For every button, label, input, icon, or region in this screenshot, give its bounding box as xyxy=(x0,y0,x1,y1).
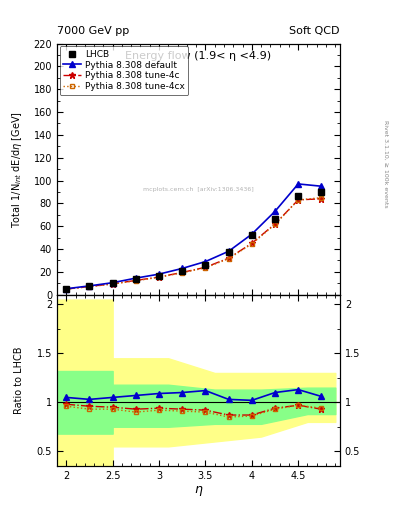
LHCB xyxy=(273,216,277,222)
Pythia 8.308 tune-4cx xyxy=(110,281,115,287)
Pythia 8.308 tune-4cx xyxy=(203,265,208,271)
Y-axis label: Ratio to LHCB: Ratio to LHCB xyxy=(15,347,24,414)
LHCB xyxy=(64,286,69,292)
Pythia 8.308 default xyxy=(296,181,301,187)
Pythia 8.308 tune-4cx xyxy=(319,195,324,201)
Y-axis label: Total 1/N$_{int}$ dE/d$\eta$ [GeV]: Total 1/N$_{int}$ dE/d$\eta$ [GeV] xyxy=(11,111,24,227)
LHCB xyxy=(134,276,138,282)
Pythia 8.308 default xyxy=(180,265,185,271)
Pythia 8.308 tune-4c xyxy=(87,283,92,289)
LHCB xyxy=(319,189,324,195)
Text: Soft QCD: Soft QCD xyxy=(290,26,340,36)
LHCB xyxy=(180,268,185,274)
Pythia 8.308 default xyxy=(226,248,231,254)
Pythia 8.308 default xyxy=(64,286,69,292)
Pythia 8.308 default xyxy=(87,283,92,289)
LHCB xyxy=(87,283,92,289)
Pythia 8.308 tune-4cx xyxy=(226,255,231,262)
Pythia 8.308 tune-4cx xyxy=(64,286,69,292)
Pythia 8.308 default xyxy=(157,271,162,277)
Pythia 8.308 tune-4c xyxy=(203,264,208,270)
LHCB xyxy=(250,232,254,239)
Pythia 8.308 tune-4cx xyxy=(134,278,138,284)
Pythia 8.308 default xyxy=(250,231,254,237)
Text: Energy flow (1.9< η <4.9): Energy flow (1.9< η <4.9) xyxy=(125,51,272,61)
Pythia 8.308 tune-4c xyxy=(157,274,162,280)
Pythia 8.308 default xyxy=(273,208,277,215)
Pythia 8.308 tune-4c xyxy=(250,240,254,246)
LHCB xyxy=(157,273,162,279)
LHCB xyxy=(226,249,231,255)
Pythia 8.308 tune-4cx xyxy=(296,197,301,203)
Legend: LHCB, Pythia 8.308 default, Pythia 8.308 tune-4c, Pythia 8.308 tune-4cx: LHCB, Pythia 8.308 default, Pythia 8.308… xyxy=(60,46,189,95)
Text: 7000 GeV pp: 7000 GeV pp xyxy=(57,26,129,36)
Pythia 8.308 tune-4c xyxy=(273,221,277,227)
X-axis label: $\eta$: $\eta$ xyxy=(194,483,203,498)
Pythia 8.308 tune-4cx xyxy=(157,274,162,281)
Pythia 8.308 tune-4c xyxy=(134,278,138,284)
Text: Rivet 3.1.10, ≥ 100k events: Rivet 3.1.10, ≥ 100k events xyxy=(383,120,388,208)
Pythia 8.308 default xyxy=(319,183,324,189)
Pythia 8.308 tune-4c xyxy=(110,281,115,287)
Pythia 8.308 tune-4cx xyxy=(273,221,277,227)
Pythia 8.308 tune-4cx xyxy=(180,270,185,276)
Line: LHCB: LHCB xyxy=(63,189,325,292)
Line: Pythia 8.308 default: Pythia 8.308 default xyxy=(64,181,324,291)
Line: Pythia 8.308 tune-4cx: Pythia 8.308 tune-4cx xyxy=(64,195,324,292)
Line: Pythia 8.308 tune-4c: Pythia 8.308 tune-4c xyxy=(63,195,325,292)
Pythia 8.308 tune-4c xyxy=(180,269,185,275)
Text: mcplots.cern.ch  [arXiv:1306.3436]: mcplots.cern.ch [arXiv:1306.3436] xyxy=(143,187,254,191)
LHCB xyxy=(110,280,115,286)
LHCB xyxy=(296,194,301,200)
Pythia 8.308 tune-4c xyxy=(64,286,69,292)
Pythia 8.308 default xyxy=(110,280,115,286)
Pythia 8.308 tune-4cx xyxy=(250,241,254,247)
Pythia 8.308 tune-4c xyxy=(296,197,301,203)
Pythia 8.308 default xyxy=(203,259,208,265)
Pythia 8.308 tune-4c xyxy=(226,255,231,261)
Pythia 8.308 tune-4c xyxy=(319,196,324,202)
Pythia 8.308 default xyxy=(134,275,138,281)
LHCB xyxy=(203,262,208,268)
Pythia 8.308 tune-4cx xyxy=(87,284,92,290)
